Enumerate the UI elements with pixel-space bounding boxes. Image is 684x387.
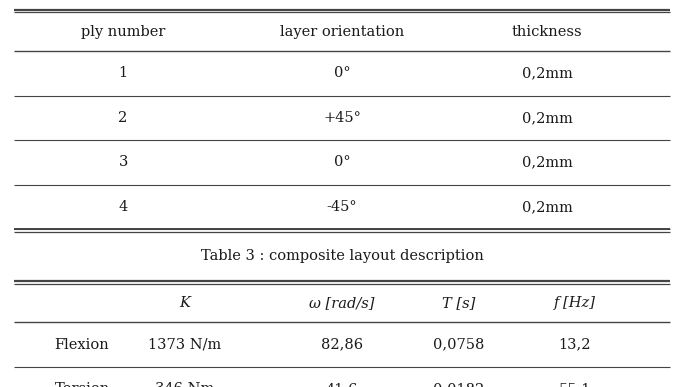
Text: 0,0758: 0,0758 xyxy=(432,337,484,352)
Text: 13,2: 13,2 xyxy=(558,337,591,352)
Text: -45°: -45° xyxy=(327,200,357,214)
Text: 82,86: 82,86 xyxy=(321,337,363,352)
Text: +45°: +45° xyxy=(323,111,361,125)
Text: 41,6: 41,6 xyxy=(326,382,358,387)
Text: 1373 N/m: 1373 N/m xyxy=(148,337,222,352)
Text: 1: 1 xyxy=(118,66,128,80)
Text: 0,0182: 0,0182 xyxy=(433,382,484,387)
Text: Flexion: Flexion xyxy=(55,337,109,352)
Text: f [Hz]: f [Hz] xyxy=(553,296,596,310)
Text: 346 Nm: 346 Nm xyxy=(155,382,214,387)
Text: 55,1: 55,1 xyxy=(558,382,591,387)
Text: ω [rad/s]: ω [rad/s] xyxy=(309,296,375,310)
Text: 0,2mm: 0,2mm xyxy=(522,66,573,80)
Text: 0,2mm: 0,2mm xyxy=(522,200,573,214)
Text: 0,2mm: 0,2mm xyxy=(522,155,573,170)
Text: ply number: ply number xyxy=(81,25,166,39)
Text: 4: 4 xyxy=(118,200,128,214)
Text: 0,2mm: 0,2mm xyxy=(522,111,573,125)
Text: 3: 3 xyxy=(118,155,128,170)
Text: thickness: thickness xyxy=(512,25,583,39)
Text: T [s]: T [s] xyxy=(442,296,475,310)
Text: Torsion: Torsion xyxy=(55,382,109,387)
Text: K: K xyxy=(179,296,190,310)
Text: 2: 2 xyxy=(118,111,128,125)
Text: layer orientation: layer orientation xyxy=(280,25,404,39)
Text: 0°: 0° xyxy=(334,66,350,80)
Text: Table 3 : composite layout description: Table 3 : composite layout description xyxy=(200,249,484,263)
Text: 0°: 0° xyxy=(334,155,350,170)
